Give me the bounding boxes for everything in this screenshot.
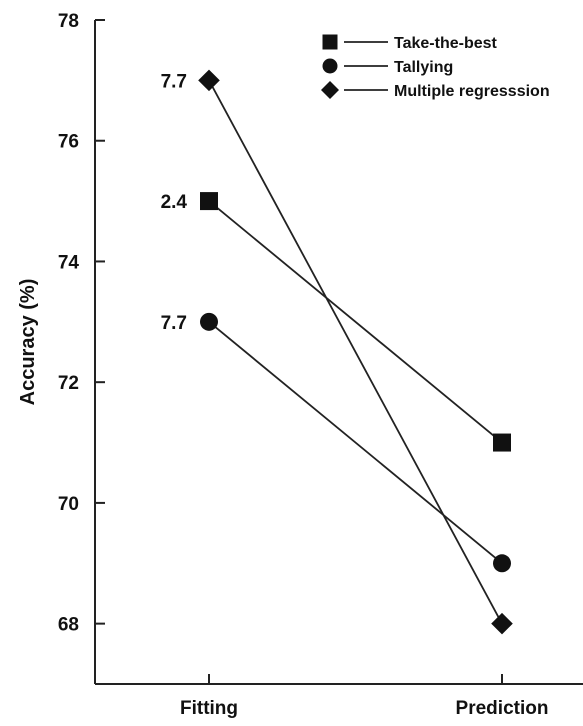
y-tick-label: 72 — [58, 373, 79, 394]
point-label: 2.4 — [161, 192, 188, 213]
point-label: 7.7 — [161, 71, 187, 92]
legend-entry: Multiple regresssion — [394, 83, 550, 100]
legend-entry: Tallying — [394, 59, 453, 76]
series-line-multiple-regresssion — [208, 79, 503, 625]
legend-circle-marker — [322, 58, 338, 74]
axes-layer: 68 70 72 74 76 78 Fitting Prediction Accuracy (%… — [17, 11, 583, 719]
point-labels-layer: 2.4 7.7 7.7 — [161, 71, 188, 333]
y-tick-label: 74 — [58, 252, 80, 273]
circle-marker — [200, 312, 218, 331]
legend-square-marker — [322, 34, 338, 50]
square-marker — [493, 433, 511, 452]
diamond-marker — [491, 612, 513, 635]
square-marker — [200, 192, 218, 211]
x-tick-label: Fitting — [180, 698, 238, 719]
circle-marker — [493, 554, 511, 573]
y-tick-label: 76 — [58, 132, 79, 153]
y-tick-label: 70 — [58, 494, 79, 515]
markers-layer — [198, 69, 513, 635]
point-label: 7.7 — [161, 313, 187, 334]
legend: Take-the-best Tallying Multiple regresssio… — [321, 34, 550, 100]
y-tick-label: 78 — [58, 11, 79, 32]
series-lines-layer — [208, 79, 503, 625]
legend-entry: Take-the-best — [394, 35, 498, 52]
legend-diamond-marker — [321, 81, 339, 99]
y-tick-label: 68 — [58, 615, 79, 636]
series-line-tallying — [208, 321, 503, 564]
y-axis-title: Accuracy (%) — [17, 279, 39, 406]
x-tick-label: Prediction — [456, 698, 549, 719]
series-line-take-the-best — [208, 200, 503, 444]
diamond-marker — [198, 69, 220, 92]
